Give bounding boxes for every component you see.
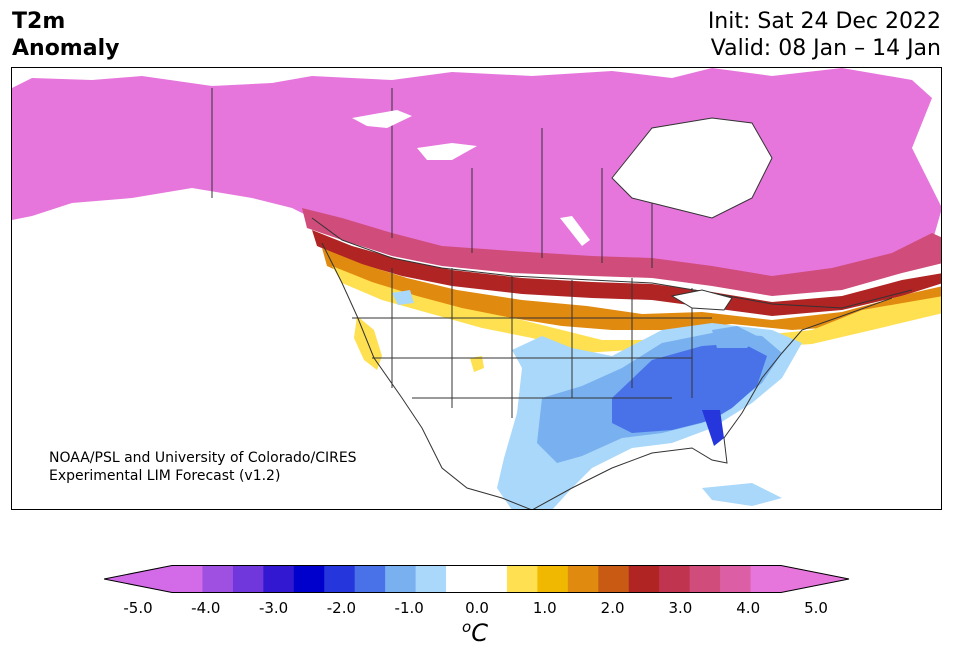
colorbar-segment [537, 565, 569, 593]
cool-region-deep [702, 410, 724, 446]
cool-region-north [712, 326, 757, 348]
colorbar-tick-label: -4.0 [191, 599, 221, 617]
colorbar-segment [385, 565, 417, 593]
warm-region-yellow-band [332, 266, 941, 353]
colorbar-tick-label: -5.0 [123, 599, 153, 617]
credit-line-2: Experimental LIM Forecast (v1.2) [49, 468, 281, 484]
unit-degree-superscript: o [462, 618, 472, 636]
colorbar-over-arrow [781, 565, 849, 593]
valid-range: Valid: 08 Jan – 14 Jan [710, 36, 941, 61]
colorbar [104, 565, 850, 593]
colorbar-outline [104, 565, 850, 593]
map-title: T2m Anomaly [12, 8, 119, 62]
forecast-dates: Init: Sat 24 Dec 2022 Valid: 08 Jan – 14… [708, 8, 941, 62]
colorbar-segment [446, 565, 477, 593]
colorbar-segment [263, 565, 295, 593]
warm-region-orange-band [322, 248, 941, 330]
colorbar-unit: oC [462, 618, 488, 647]
colorbar-segment [324, 565, 356, 593]
colorbar-segments [172, 565, 782, 593]
colorbar-segment [506, 565, 538, 593]
colorbar-tick-label: -1.0 [394, 599, 424, 617]
colorbar-tick-label: 4.0 [736, 599, 761, 617]
colorbar-segment [202, 565, 234, 593]
colorbar-segment [750, 565, 782, 593]
init-date: Init: Sat 24 Dec 2022 [707, 9, 941, 34]
colorbar-segment [567, 565, 599, 593]
great-bear-lake [352, 110, 412, 128]
warm-region-pink-band [302, 208, 941, 296]
colorbar-segment [172, 565, 203, 593]
colorbar-tick-label: -2.0 [326, 599, 357, 617]
colorbar-segment [598, 565, 630, 593]
warm-region-small-spot [470, 356, 484, 372]
colorbar-segment [720, 565, 752, 593]
warm-region-red-band [312, 230, 941, 316]
cool-region-cuba [702, 483, 782, 506]
map-canvas [12, 68, 941, 509]
colorbar-segment [354, 565, 386, 593]
colorbar-segment [659, 565, 691, 593]
cool-region-nw-spot [392, 290, 414, 305]
map-boundaries [211, 88, 913, 509]
credit-note: NOAA/PSL and University of Colorado/CIRE… [49, 449, 357, 485]
title-line-anomaly: Anomaly [12, 36, 120, 61]
title-line-variable: T2m [12, 9, 66, 34]
colorbar-tick-label: 5.0 [804, 599, 828, 617]
colorbar-tick-label: 1.0 [532, 599, 557, 617]
colorbar-tick-label: -3.0 [258, 599, 289, 617]
colorbar-segment [293, 565, 325, 593]
unit-letter: C [471, 619, 488, 647]
colorbar-tick-label: 0.0 [465, 599, 489, 617]
lake-winnipeg [560, 216, 590, 246]
anomaly-map [11, 67, 942, 510]
great-lakes [670, 289, 733, 311]
cool-region-blue [612, 343, 767, 433]
hudson-bay [611, 117, 773, 219]
colorbar-segment [689, 565, 721, 593]
colorbar-segment [232, 565, 264, 593]
colorbar-segment [476, 565, 508, 593]
credit-line-1: NOAA/PSL and University of Colorado/CIRE… [49, 450, 357, 466]
colorbar-tick-label: 3.0 [668, 599, 693, 617]
colorbar-segment [628, 565, 660, 593]
colorbar-tick-label: 2.0 [600, 599, 625, 617]
colorbar-segment [415, 565, 447, 593]
great-slave-lake [417, 143, 477, 160]
colorbar-under-arrow [104, 565, 172, 593]
